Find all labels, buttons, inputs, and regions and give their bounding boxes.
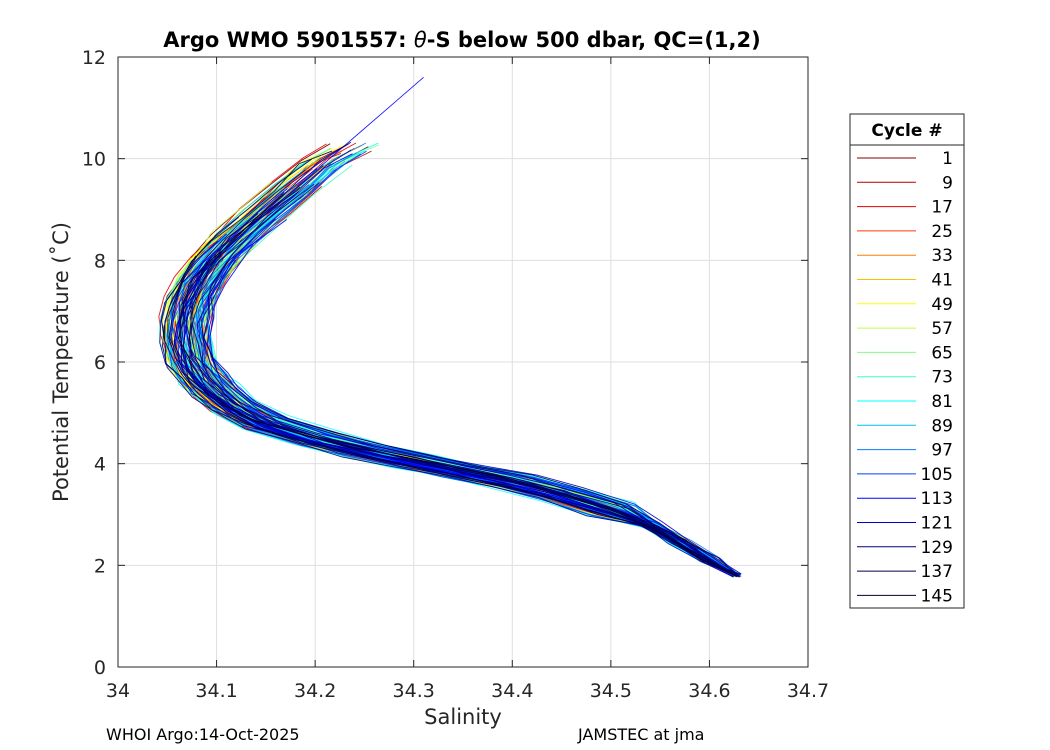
profile-line-cycle-122	[209, 182, 742, 575]
legend-label: 65	[931, 343, 953, 363]
legend-label: 57	[931, 319, 953, 339]
legend-label: 145	[921, 586, 953, 606]
x-tick-label: 34.5	[590, 680, 632, 702]
y-axis-label: Potential Temperature (˚C)	[49, 222, 73, 502]
profile-line-cycle-141	[188, 186, 735, 576]
x-axis-label: Salinity	[424, 705, 502, 729]
y-tick-label: 8	[94, 250, 106, 272]
y-tick-label: 4	[94, 454, 106, 476]
legend-title: Cycle #	[871, 121, 942, 141]
legend: Cycle # 1 9 17 25 33 41 49 57 65 73 81 89 97 105 113 12…	[849, 113, 965, 609]
title-theta: θ	[414, 28, 427, 52]
y-tick-label: 0	[94, 657, 106, 679]
x-tick-label: 34.3	[393, 680, 435, 702]
legend-label: 17	[931, 198, 953, 218]
legend-label: 49	[931, 295, 953, 315]
footer-credit: JAMSTEC at jma	[578, 725, 705, 744]
profile-lines	[158, 76, 743, 578]
legend-label: 137	[921, 562, 953, 582]
legend-label: 25	[931, 222, 953, 242]
x-tick-label: 34	[106, 680, 130, 702]
legend-label: 1	[942, 149, 953, 169]
x-tick-label: 34.1	[195, 680, 237, 702]
x-tick-label: 34.7	[787, 680, 829, 702]
legend-label: 9	[942, 173, 953, 193]
legend-label: 129	[921, 538, 953, 558]
profile-line-cycle-114	[203, 238, 741, 578]
profile-line-cycle-144	[190, 253, 736, 576]
profile-line-cycle-140	[203, 183, 738, 577]
legend-label: 33	[931, 246, 953, 266]
title-prefix: Argo WMO 5901557:	[163, 28, 414, 52]
footer-source: WHOI Argo:14-Oct-2025	[106, 725, 300, 744]
x-tick-label: 34.2	[294, 680, 336, 702]
legend-label: 105	[921, 465, 953, 485]
x-axis-ticks: 34 34.1 34.2 34.3 34.4 34.5 34.6 34.7	[106, 57, 829, 702]
profile-line-cycle-132	[187, 191, 735, 576]
profile-line-cycle-88	[205, 142, 742, 576]
profile-line-cycle-113	[207, 219, 738, 576]
legend-label: 73	[931, 368, 953, 388]
legend-box	[849, 113, 965, 609]
legend-label: 41	[931, 271, 953, 291]
y-tick-label: 2	[94, 555, 106, 577]
legend-label: 121	[921, 514, 953, 534]
profile-line-cycle-124	[182, 194, 741, 576]
chart-title: Argo WMO 5901557: θ-S below 500 dbar, QC…	[163, 28, 760, 52]
legend-label: 97	[931, 441, 953, 461]
y-axis-ticks: 0 2 4 6 8 10 12	[82, 47, 808, 679]
legend-label: 81	[931, 392, 953, 412]
profile-line-cycle-135	[162, 169, 738, 576]
profile-line-cycle-143	[161, 150, 739, 576]
x-tick-label: 34.4	[491, 680, 533, 702]
y-tick-label: 6	[94, 352, 106, 374]
title-suffix: -S below 500 dbar, QC=(1,2)	[427, 28, 761, 52]
legend-label: 89	[931, 416, 953, 436]
profile-line-cycle-139	[180, 193, 739, 577]
y-tick-label: 10	[82, 149, 106, 171]
legend-entries: 1 9 17 25 33 41 49 57 65 73 81 89 97 105 113 121 129 137 1…	[857, 149, 953, 606]
x-tick-label: 34.6	[688, 680, 730, 702]
legend-label: 113	[921, 489, 953, 509]
profile-line-cycle-145	[168, 158, 738, 578]
y-tick-label: 12	[82, 47, 106, 69]
